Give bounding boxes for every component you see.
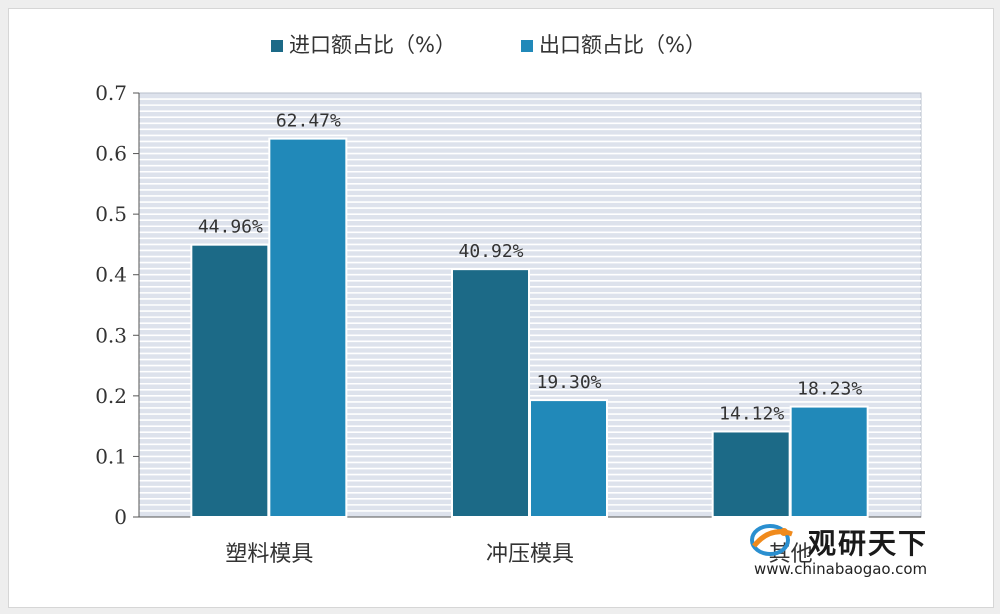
data-label: 18.23% <box>797 379 862 400</box>
chart-frame: 0 0.1 0.2 0.3 0.4 0.5 0.6 0.7 44.96% 62.47% 塑料模具 40… <box>8 8 994 608</box>
category-label: 塑料模具 <box>225 542 313 567</box>
y-tick-label: 0.5 <box>95 202 127 226</box>
data-label: 62.47% <box>276 111 341 132</box>
legend-label: 出口额占比（%） <box>539 33 706 57</box>
watermark: 观研天下 www.chinabaogao.com <box>748 520 978 584</box>
bar <box>789 405 869 518</box>
data-label: 14.12% <box>719 403 784 424</box>
data-label: 40.92% <box>458 241 523 262</box>
watermark-url: www.chinabaogao.com <box>754 560 928 578</box>
bar <box>451 268 530 519</box>
y-tick-label: 0.2 <box>95 384 127 408</box>
watermark-brand: 观研天下 <box>808 527 929 560</box>
y-tick-label: 0.1 <box>95 444 127 468</box>
bar <box>711 430 791 518</box>
bar <box>190 243 270 518</box>
y-tick-label: 0.7 <box>95 81 127 105</box>
y-tick-label: 0.4 <box>95 263 127 287</box>
y-tick-label: 0.3 <box>95 323 127 347</box>
category-label: 冲压模具 <box>486 542 574 567</box>
data-label: 44.96% <box>198 217 263 238</box>
brand-logo-icon <box>750 524 793 556</box>
legend-label: 进口额占比（%） <box>289 33 456 57</box>
y-tick-label: 0.6 <box>95 142 127 166</box>
legend-swatch <box>271 40 283 52</box>
bar <box>268 137 348 518</box>
legend-swatch <box>521 40 533 52</box>
data-label: 19.30% <box>536 372 601 393</box>
bar <box>529 399 608 518</box>
bar-chart: 0 0.1 0.2 0.3 0.4 0.5 0.6 0.7 44.96% 62.47% 塑料模具 40… <box>95 33 922 567</box>
y-tick-label: 0 <box>114 505 127 529</box>
